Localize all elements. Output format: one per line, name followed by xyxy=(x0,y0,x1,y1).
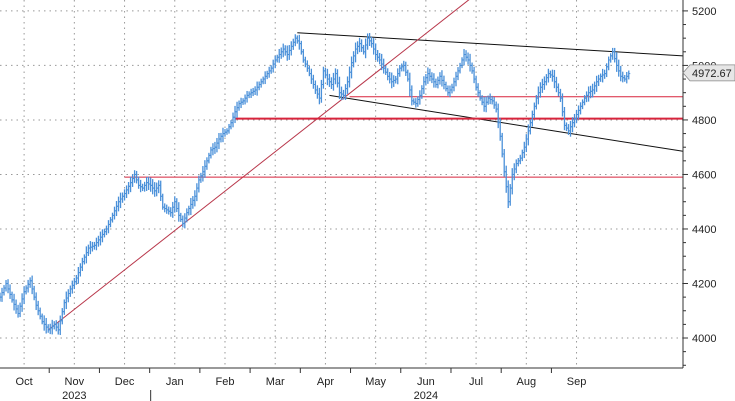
last-value-marker: 4972.67 xyxy=(682,64,735,82)
x-tick-label: Jun xyxy=(417,376,435,388)
trendline xyxy=(47,0,470,331)
year-label-2023: 2023 xyxy=(62,390,86,401)
last-value-box xyxy=(682,64,735,82)
y-tick-label: 4200 xyxy=(692,278,716,290)
x-tick-label: Dec xyxy=(115,376,135,388)
grid-layer xyxy=(0,0,683,368)
year-label-2024: 2024 xyxy=(414,390,438,401)
price-series xyxy=(0,33,631,336)
x-tick-label: Jul xyxy=(469,376,483,388)
x-tick-label: Jan xyxy=(166,376,184,388)
y-tick-label: 4800 xyxy=(692,115,716,127)
y-tick-label: 5200 xyxy=(692,6,716,18)
x-tick-label: Aug xyxy=(517,376,537,388)
x-tick-label: Sep xyxy=(567,376,587,388)
x-tick-label: May xyxy=(365,376,386,388)
x-tick-label: Feb xyxy=(216,376,235,388)
last-value-label: 4972.67 xyxy=(692,68,732,80)
annotation-layer xyxy=(47,0,684,331)
trendline xyxy=(329,94,684,152)
x-tick-label: Nov xyxy=(65,376,85,388)
x-tick-label: Apr xyxy=(317,376,334,388)
x-tick-label: Oct xyxy=(16,376,33,388)
x-tick-label: Mar xyxy=(266,376,285,388)
y-tick-label: 4000 xyxy=(692,333,716,345)
y-tick-label: 4600 xyxy=(692,169,716,181)
y-tick-label: 4400 xyxy=(692,224,716,236)
trendline xyxy=(297,32,684,57)
